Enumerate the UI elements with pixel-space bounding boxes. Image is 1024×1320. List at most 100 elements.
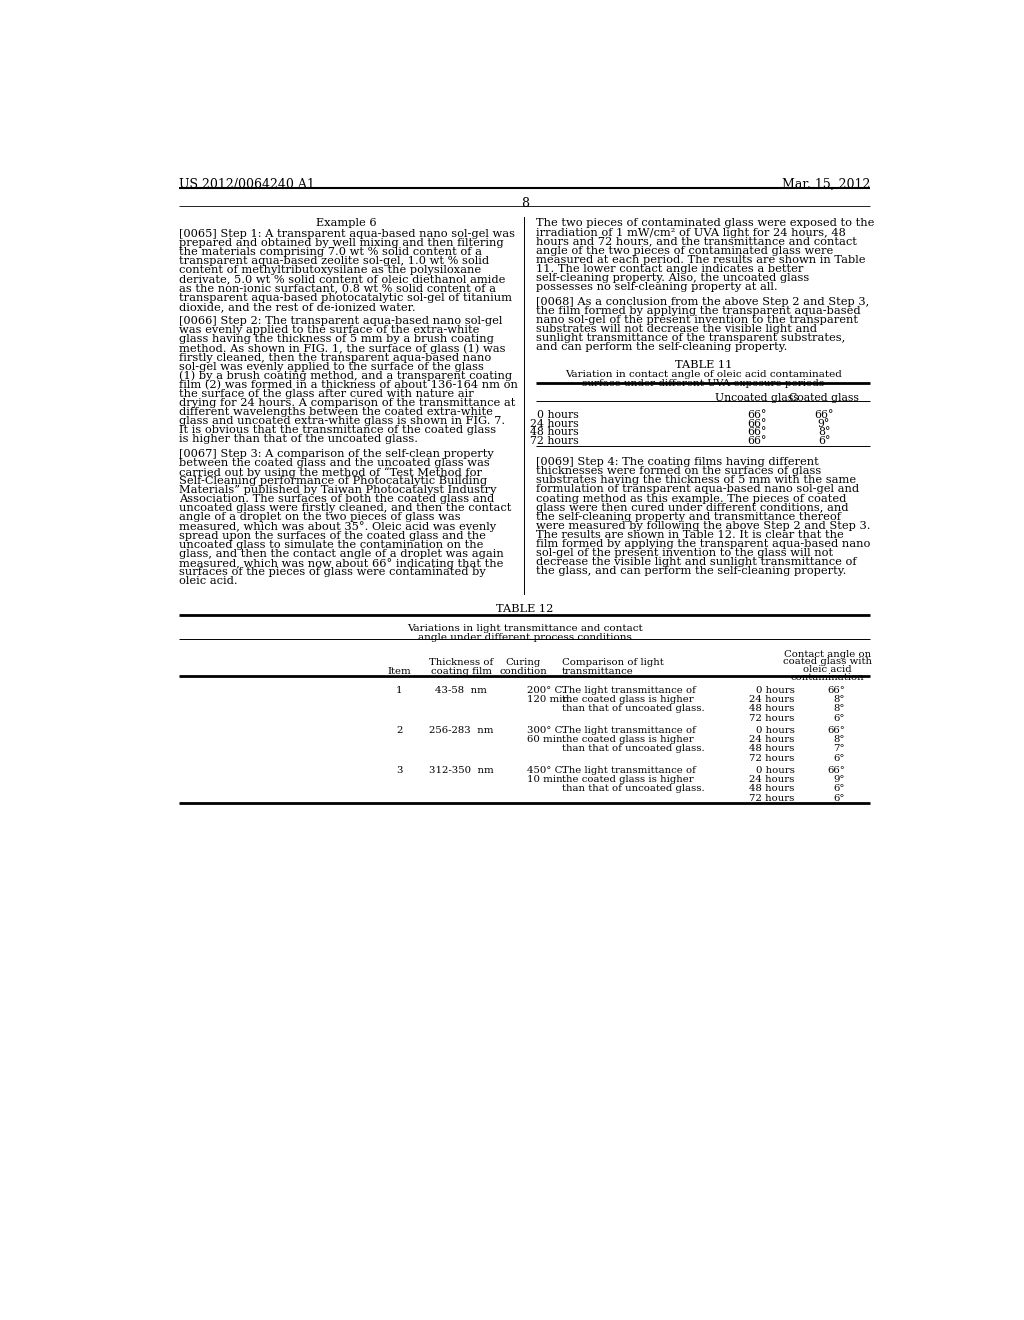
Text: Example 6: Example 6 [315,218,377,228]
Text: decrease the visible light and sunlight transmittance of: decrease the visible light and sunlight … [537,557,857,568]
Text: film formed by applying the transparent aqua-based nano: film formed by applying the transparent … [537,539,870,549]
Text: 8°: 8° [834,705,845,713]
Text: TABLE 12: TABLE 12 [496,605,554,614]
Text: method. As shown in FIG. 1, the surface of glass (1) was: method. As shown in FIG. 1, the surface … [179,343,506,354]
Text: is higher than that of the uncoated glass.: is higher than that of the uncoated glas… [179,434,418,445]
Text: 7°: 7° [834,744,845,754]
Text: coating method as this example. The pieces of coated: coating method as this example. The piec… [537,494,847,503]
Text: 1: 1 [396,686,402,694]
Text: [0067] Step 3: A comparison of the self-clean property: [0067] Step 3: A comparison of the self-… [179,449,494,459]
Text: sunlight transmittance of the transparent substrates,: sunlight transmittance of the transparen… [537,333,846,343]
Text: The two pieces of contaminated glass were exposed to the: The two pieces of contaminated glass wer… [537,218,874,228]
Text: 24 hours: 24 hours [750,735,795,744]
Text: 8°: 8° [818,428,830,437]
Text: irradiation of 1 mW/cm² of UVA light for 24 hours, 48: irradiation of 1 mW/cm² of UVA light for… [537,227,846,238]
Text: 8°: 8° [834,735,845,744]
Text: spread upon the surfaces of the coated glass and the: spread upon the surfaces of the coated g… [179,531,486,541]
Text: was evenly applied to the surface of the extra-white: was evenly applied to the surface of the… [179,325,479,335]
Text: the film formed by applying the transparent aqua-based: the film formed by applying the transpar… [537,306,861,315]
Text: the glass, and can perform the self-cleaning property.: the glass, and can perform the self-clea… [537,566,847,577]
Text: 9°: 9° [818,418,830,429]
Text: coated glass with: coated glass with [783,657,872,667]
Text: 2: 2 [396,726,402,735]
Text: substrates having the thickness of 5 mm with the same: substrates having the thickness of 5 mm … [537,475,856,486]
Text: 48 hours: 48 hours [530,428,579,437]
Text: (1) by a brush coating method, and a transparent coating: (1) by a brush coating method, and a tra… [179,371,512,381]
Text: glass, and then the contact angle of a droplet was again: glass, and then the contact angle of a d… [179,549,504,558]
Text: 66°: 66° [748,411,767,420]
Text: 72 hours: 72 hours [750,714,795,722]
Text: dioxide, and the rest of de-ionized water.: dioxide, and the rest of de-ionized wate… [179,302,416,312]
Text: Self-Cleaning performance of Photocatalytic Building: Self-Cleaning performance of Photocataly… [179,477,487,486]
Text: Coated glass: Coated glass [790,393,859,403]
Text: the coated glass is higher: the coated glass is higher [562,735,693,744]
Text: 24 hours: 24 hours [530,418,579,429]
Text: the materials comprising 7.0 wt % solid content of a: the materials comprising 7.0 wt % solid … [179,247,482,257]
Text: 66°: 66° [748,428,767,437]
Text: transparent aqua-based photocatalytic sol-gel of titanium: transparent aqua-based photocatalytic so… [179,293,512,302]
Text: 0 hours: 0 hours [538,411,579,420]
Text: 0 hours: 0 hours [756,686,795,694]
Text: 48 hours: 48 hours [750,784,795,793]
Text: 9°: 9° [834,775,845,784]
Text: contamination: contamination [791,673,864,681]
Text: Mar. 15, 2012: Mar. 15, 2012 [782,178,870,190]
Text: TABLE 11: TABLE 11 [675,360,732,371]
Text: 8°: 8° [834,696,845,704]
Text: sol-gel of the present invention to the glass will not: sol-gel of the present invention to the … [537,548,834,558]
Text: 10 min.: 10 min. [527,775,566,784]
Text: Variation in contact angle of oleic acid contaminated: Variation in contact angle of oleic acid… [565,370,842,379]
Text: self-cleaning property. Also, the uncoated glass: self-cleaning property. Also, the uncoat… [537,273,810,282]
Text: formulation of transparent aqua-based nano sol-gel and: formulation of transparent aqua-based na… [537,484,859,495]
Text: were measured by following the above Step 2 and Step 3.: were measured by following the above Ste… [537,521,871,531]
Text: Comparison of light: Comparison of light [562,659,664,667]
Text: The results are shown in Table 12. It is clear that the: The results are shown in Table 12. It is… [537,529,844,540]
Text: Uncoated glass: Uncoated glass [716,393,799,403]
Text: transparent aqua-based zeolite sol-gel, 1.0 wt % solid: transparent aqua-based zeolite sol-gel, … [179,256,489,267]
Text: It is obvious that the transmittance of the coated glass: It is obvious that the transmittance of … [179,425,497,436]
Text: condition: condition [500,667,547,676]
Text: uncoated glass were firstly cleaned, and then the contact: uncoated glass were firstly cleaned, and… [179,503,512,513]
Text: 256-283  nm: 256-283 nm [429,726,494,735]
Text: 66°: 66° [827,766,845,775]
Text: 60 min.: 60 min. [527,735,566,744]
Text: angle under different process conditions: angle under different process conditions [418,632,632,642]
Text: drying for 24 hours. A comparison of the transmittance at: drying for 24 hours. A comparison of the… [179,399,515,408]
Text: 450° C.: 450° C. [527,766,565,775]
Text: Thickness of: Thickness of [429,659,494,667]
Text: sol-gel was evenly applied to the surface of the glass: sol-gel was evenly applied to the surfac… [179,362,484,372]
Text: hours and 72 hours, and the transmittance and contact: hours and 72 hours, and the transmittanc… [537,236,857,247]
Text: glass and uncoated extra-white glass is shown in FIG. 7.: glass and uncoated extra-white glass is … [179,416,505,426]
Text: surfaces of the pieces of glass were contaminated by: surfaces of the pieces of glass were con… [179,568,486,577]
Text: 6°: 6° [834,784,845,793]
Text: coating film: coating film [431,667,492,676]
Text: prepared and obtained by well mixing and then filtering: prepared and obtained by well mixing and… [179,238,504,248]
Text: 300° C.: 300° C. [527,726,565,735]
Text: 0 hours: 0 hours [756,726,795,735]
Text: 11. The lower contact angle indicates a better: 11. The lower contact angle indicates a … [537,264,804,273]
Text: 48 hours: 48 hours [750,705,795,713]
Text: film (2) was formed in a thickness of about 136-164 nm on: film (2) was formed in a thickness of ab… [179,380,518,391]
Text: 48 hours: 48 hours [750,744,795,754]
Text: Contact angle on: Contact angle on [784,649,871,659]
Text: [0065] Step 1: A transparent aqua-based nano sol-gel was: [0065] Step 1: A transparent aqua-based … [179,230,515,239]
Text: than that of uncoated glass.: than that of uncoated glass. [562,705,705,713]
Text: Association. The surfaces of both the coated glass and: Association. The surfaces of both the co… [179,494,495,504]
Text: 120 min.: 120 min. [527,696,572,704]
Text: 66°: 66° [748,418,767,429]
Text: 6°: 6° [834,714,845,722]
Text: glass were then cured under different conditions, and: glass were then cured under different co… [537,503,849,512]
Text: nano sol-gel of the present invention to the transparent: nano sol-gel of the present invention to… [537,314,858,325]
Text: measured, which was now about 66° indicating that the: measured, which was now about 66° indica… [179,558,504,569]
Text: between the coated glass and the uncoated glass was: between the coated glass and the uncoate… [179,458,489,467]
Text: firstly cleaned, then the transparent aqua-based nano: firstly cleaned, then the transparent aq… [179,352,492,363]
Text: 24 hours: 24 hours [750,696,795,704]
Text: Curing: Curing [506,659,541,667]
Text: thicknesses were formed on the surfaces of glass: thicknesses were formed on the surfaces … [537,466,821,477]
Text: 72 hours: 72 hours [530,436,579,446]
Text: [0066] Step 2: The transparent aqua-based nano sol-gel: [0066] Step 2: The transparent aqua-base… [179,317,503,326]
Text: oleic acid.: oleic acid. [179,576,238,586]
Text: derivate, 5.0 wt % solid content of oleic diethanol amide: derivate, 5.0 wt % solid content of olei… [179,275,506,285]
Text: 66°: 66° [748,436,767,446]
Text: carried out by using the method of “Test Method for: carried out by using the method of “Test… [179,467,482,478]
